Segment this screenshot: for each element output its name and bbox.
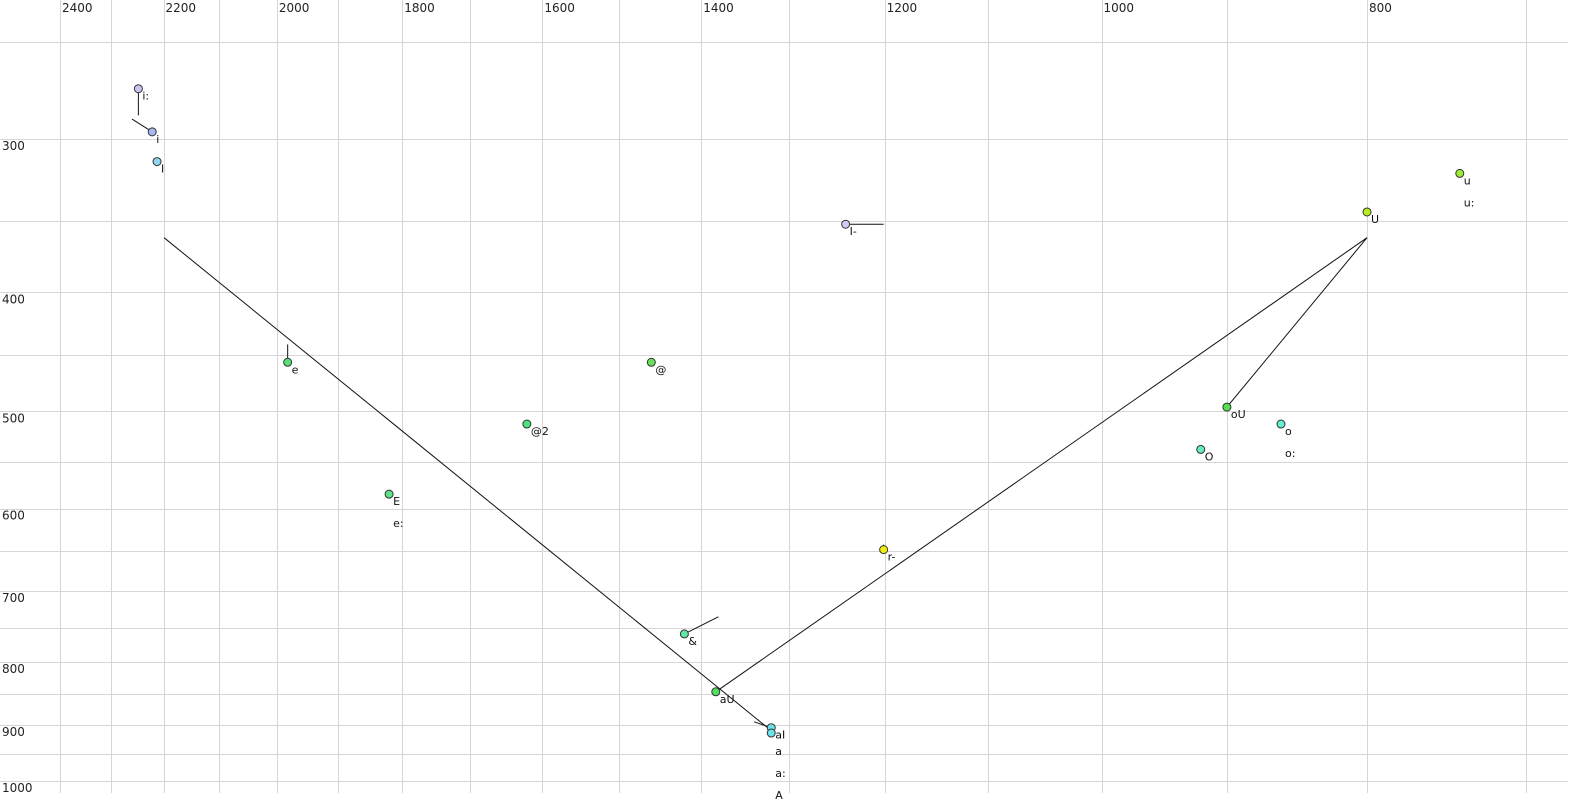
vowel-label: e:: [393, 517, 403, 530]
x-tick-label: 2000: [279, 1, 310, 15]
trajectory-line: [1226, 237, 1368, 408]
y-tick-label: 300: [2, 139, 25, 153]
vowel-point: [1362, 207, 1372, 217]
trajectory-line: [163, 237, 772, 732]
y-tick-label: 1000: [2, 781, 33, 795]
vowel-point: [711, 687, 721, 697]
axis-ticks: 2400 2200 2000 1800 1600 1400 1200 1000 800 300 40…: [2, 1, 1392, 795]
vowel-labels: i: i Ie Ee: @2 @ & aU aI a a: Ar- I- OoU o o: Uu u:: [142, 90, 1474, 800]
y-tick-label: 400: [2, 292, 25, 306]
y-tick-label: 500: [2, 411, 25, 425]
vowel-point: [384, 489, 394, 499]
vowel-point: [766, 728, 776, 738]
y-tick-label: 600: [2, 509, 25, 523]
vowel-points: [133, 84, 1465, 738]
vowel-label: i:: [142, 90, 149, 103]
x-tick-label: 1400: [703, 1, 734, 15]
vowel-point: [152, 157, 162, 167]
vowel-point: [133, 84, 143, 94]
vowel-label: e: [292, 363, 299, 376]
vowel-label: a: [775, 745, 782, 758]
vowel-label: U: [1371, 213, 1379, 226]
vowel-label: i: [156, 133, 159, 146]
x-tick-label: 1200: [887, 1, 918, 15]
vowel-point: [646, 357, 656, 367]
vowel-point: [1222, 402, 1232, 412]
vowel-label: o: [1285, 425, 1292, 438]
vowel-point: [1455, 168, 1465, 178]
x-tick-label: 2200: [166, 1, 197, 15]
vowel-point: [283, 357, 293, 367]
vowel-label: I: [161, 163, 164, 176]
trajectory-line: [715, 237, 1368, 693]
vowel-label: I-: [850, 225, 857, 238]
x-tick-label: 1800: [404, 1, 435, 15]
vowel-point: [679, 629, 689, 639]
vowel-point: [1276, 419, 1286, 429]
trajectory-line: [684, 616, 719, 635]
y-tick-label: 700: [2, 591, 25, 605]
vowel-label: oU: [1231, 408, 1246, 421]
vowel-point: [147, 127, 157, 137]
x-tick-label: 1600: [544, 1, 575, 15]
x-tick-label: 800: [1369, 1, 1392, 15]
vowel-point: [841, 219, 851, 229]
x-tick-label: 1000: [1104, 1, 1135, 15]
x-tick-label: 2400: [62, 1, 93, 15]
vowel-label: O: [1205, 450, 1214, 463]
vowel-point: [522, 419, 532, 429]
vowel-label: u:: [1464, 196, 1475, 209]
vowel-label: @: [655, 363, 666, 376]
vowel-point: [1196, 444, 1206, 454]
y-tick-label: 800: [2, 662, 25, 676]
vowel-label: u: [1464, 174, 1471, 187]
vowel-label: A: [775, 789, 783, 800]
vowel-label: &: [688, 635, 697, 648]
vowel-label: @2: [531, 425, 549, 438]
trajectories: [131, 88, 1368, 732]
vowel-label: r-: [888, 551, 896, 564]
vowel-label: aU: [720, 693, 735, 706]
vowel-label: aI: [775, 729, 785, 742]
y-tick-label: 900: [2, 725, 25, 739]
vowel-label: o:: [1285, 447, 1295, 460]
vowel-label: E: [393, 495, 400, 508]
vowel-label: a:: [775, 767, 785, 780]
vowel-point: [879, 545, 889, 555]
